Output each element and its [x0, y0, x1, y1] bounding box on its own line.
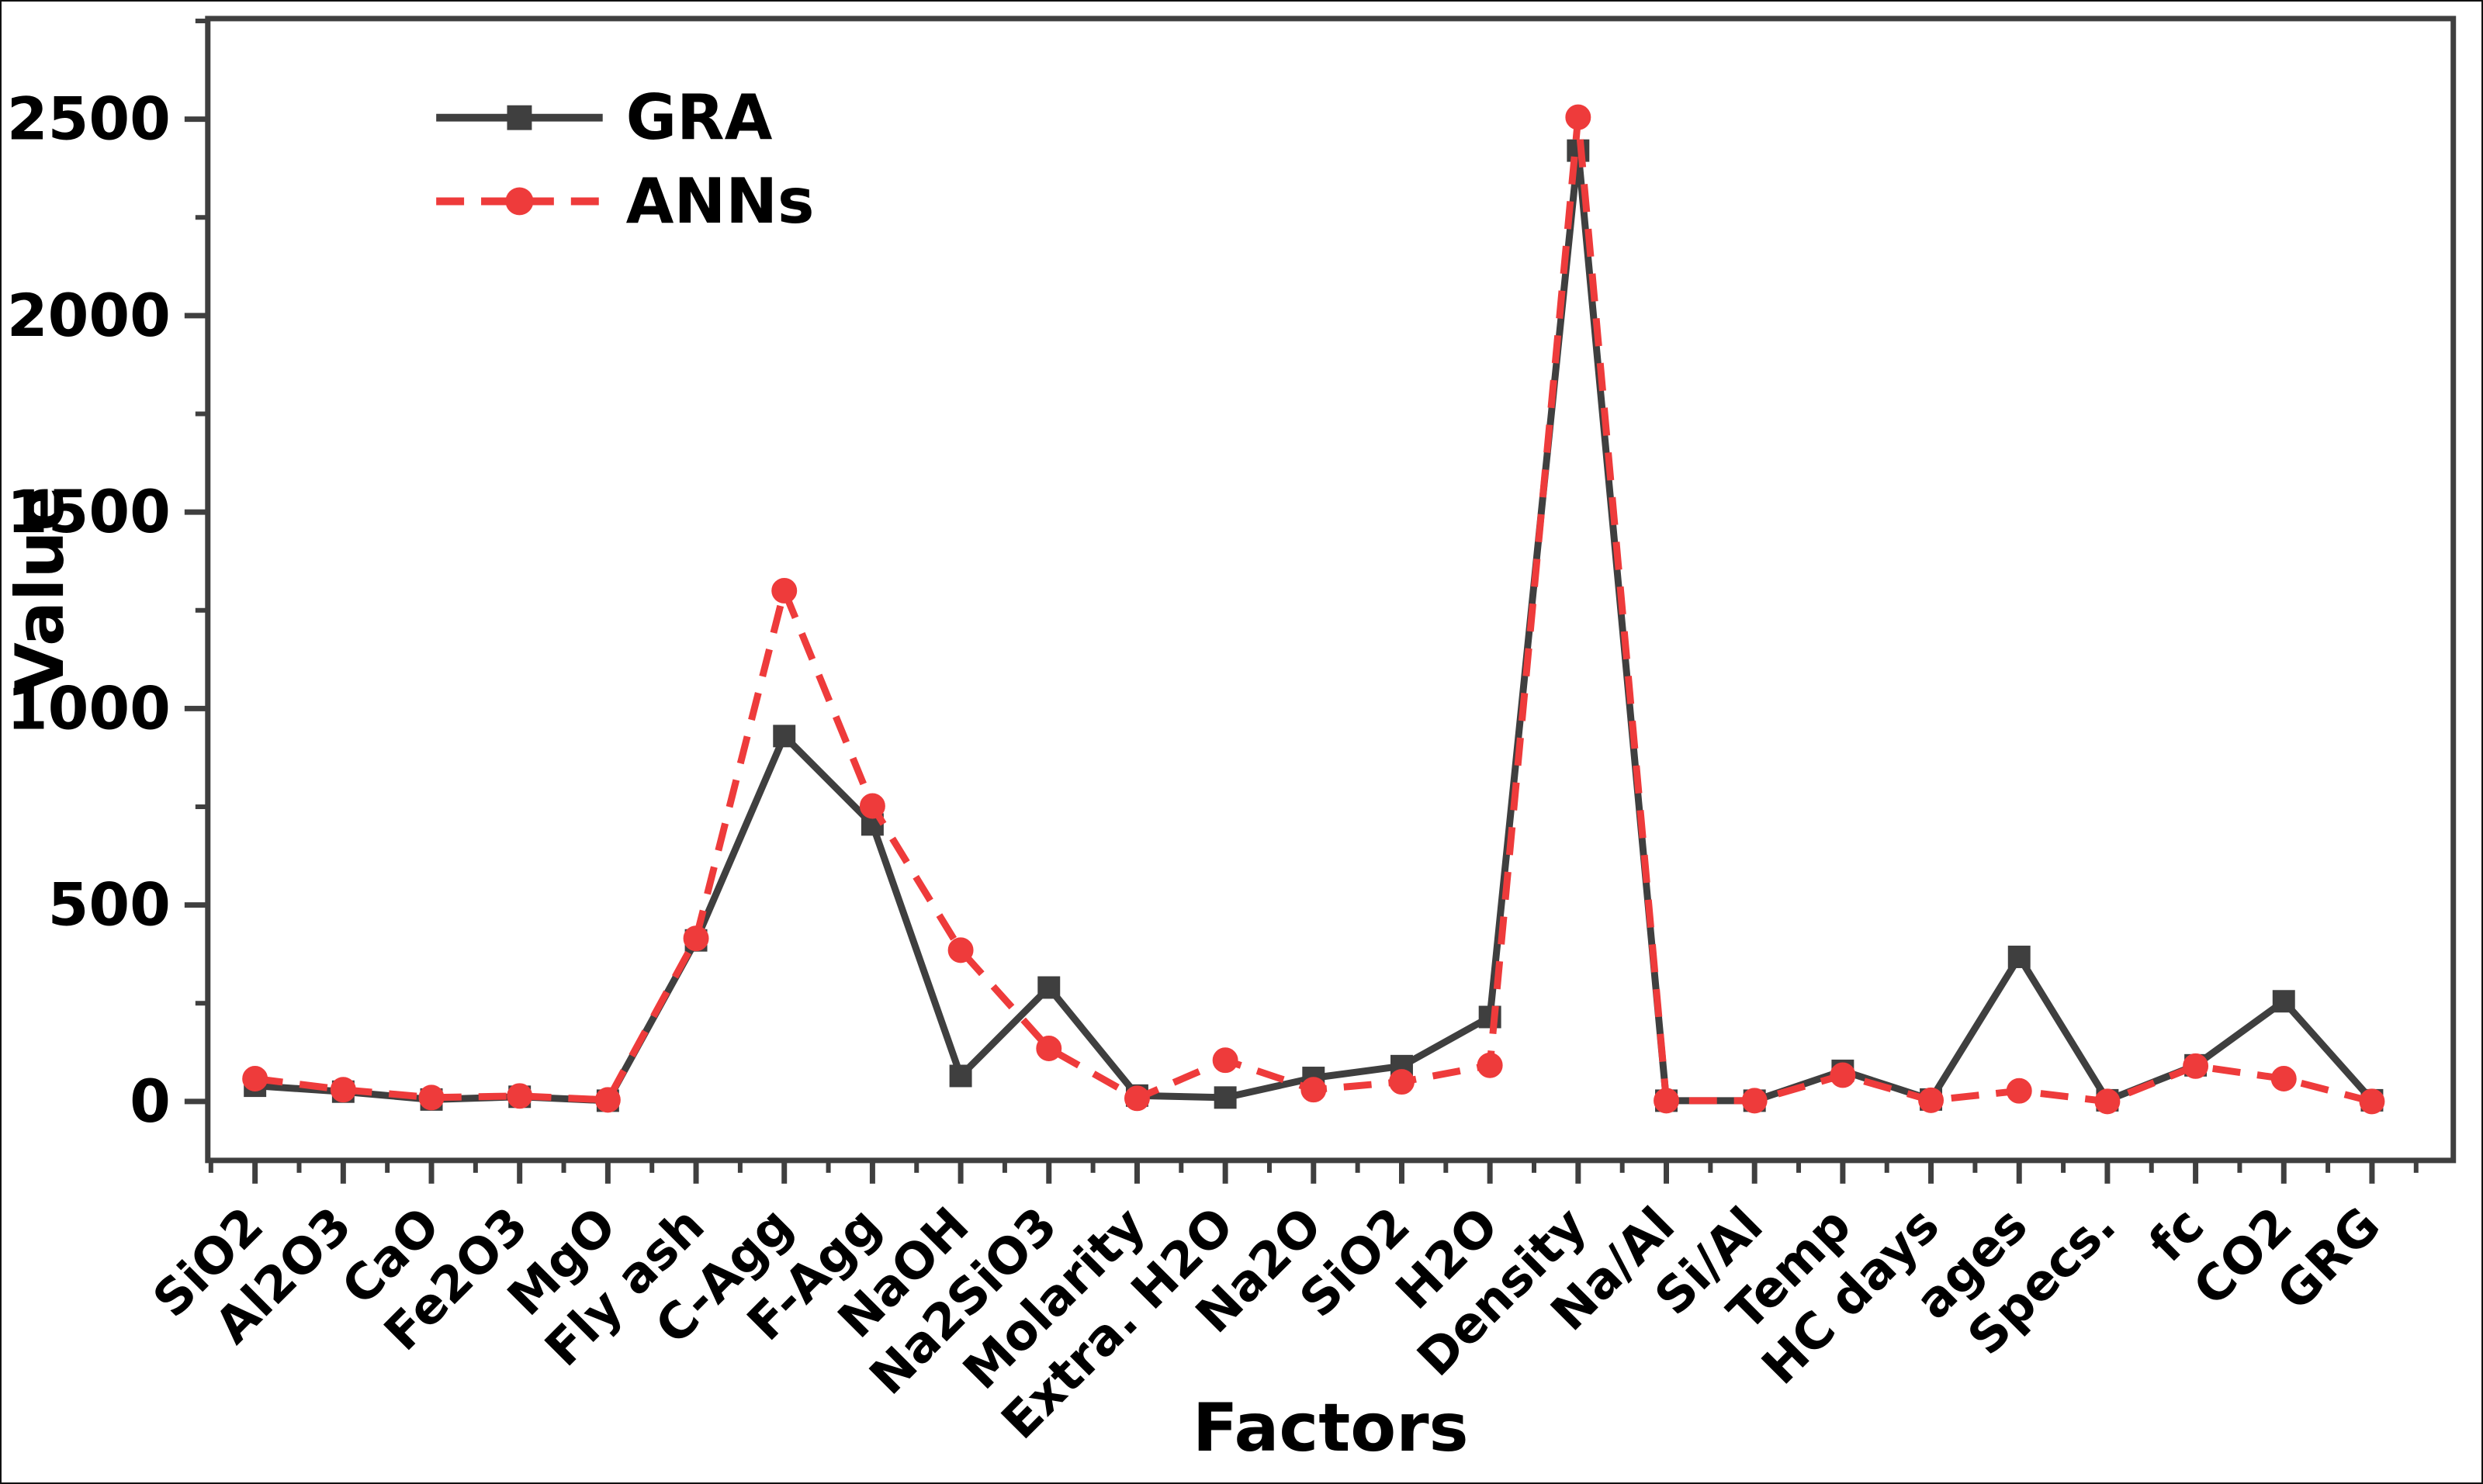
marker-circle-ANNs [2094, 1088, 2121, 1115]
x-axis-title: Factors [1193, 1389, 1469, 1467]
marker-circle-ANNs [947, 937, 974, 963]
y-tick-label: 2500 [7, 85, 171, 154]
marker-circle-ANNs [330, 1077, 356, 1103]
marker-circle-ANNs [2270, 1066, 2297, 1091]
marker-circle-ANNs [1741, 1088, 1768, 1114]
y-axis-tick-labels: 0 500 1000 1500 2000 2500 [7, 85, 171, 1136]
marker-circle-ANNs [1565, 104, 1591, 130]
y-tick-label: 2000 [7, 282, 171, 350]
legend-label-ANNs: ANNs [626, 165, 815, 237]
marker-circle-ANNs [2359, 1088, 2385, 1115]
marker-circle-ANNs [242, 1066, 268, 1091]
marker-square-GRA [2007, 946, 2031, 968]
legend: GRA ANNs [436, 81, 815, 237]
y-tick-label: 1500 [7, 478, 171, 546]
marker-circle-ANNs [1830, 1062, 1856, 1088]
marker-circle-ANNs [1654, 1088, 1679, 1114]
y-tick-label: 0 [130, 1067, 171, 1136]
marker-circle-ANNs [1389, 1069, 1415, 1095]
x-tick-label: GRG [2267, 1197, 2391, 1322]
marker-circle-ANNs [594, 1087, 621, 1113]
marker-circle-ANNs [2183, 1053, 2209, 1079]
series-line-GRA [255, 147, 2375, 1105]
series-line-ANNs [255, 113, 2374, 1105]
legend-marker-square-GRA [507, 105, 532, 130]
plot-frame [205, 16, 2457, 1164]
marker-circle-ANNs [2006, 1078, 2032, 1104]
marker-circle-ANNs [1300, 1077, 1327, 1103]
marker-square-GRA [773, 725, 796, 748]
marker-square-GRA [1037, 976, 1061, 999]
y-axis-ticks [184, 18, 208, 1105]
marker-circle-ANNs [683, 925, 709, 952]
marker-circle-ANNs [1036, 1036, 1062, 1061]
marker-circle-ANNs [771, 577, 798, 604]
marker-circle-ANNs [1124, 1085, 1150, 1112]
marker-circle-ANNs [507, 1083, 533, 1109]
y-tick-label: 500 [48, 871, 171, 939]
marker-square-GRA [949, 1064, 972, 1088]
marker-circle-ANNs [418, 1084, 445, 1111]
y-axis-title: Value [2, 486, 79, 694]
x-axis-ticks [208, 1160, 2419, 1184]
legend-marker-circle-ANNs [505, 187, 534, 216]
marker-square-GRA [1214, 1086, 1237, 1109]
marker-circle-ANNs [859, 793, 885, 819]
marker-circle-ANNs [1212, 1047, 1238, 1074]
marker-circle-ANNs [1477, 1052, 1503, 1078]
y-tick-label: 1000 [7, 674, 171, 742]
legend-label-GRA: GRA [626, 81, 773, 154]
marker-square-GRA [2272, 990, 2295, 1013]
data-series [242, 104, 2385, 1115]
marker-circle-ANNs [1918, 1087, 1944, 1113]
